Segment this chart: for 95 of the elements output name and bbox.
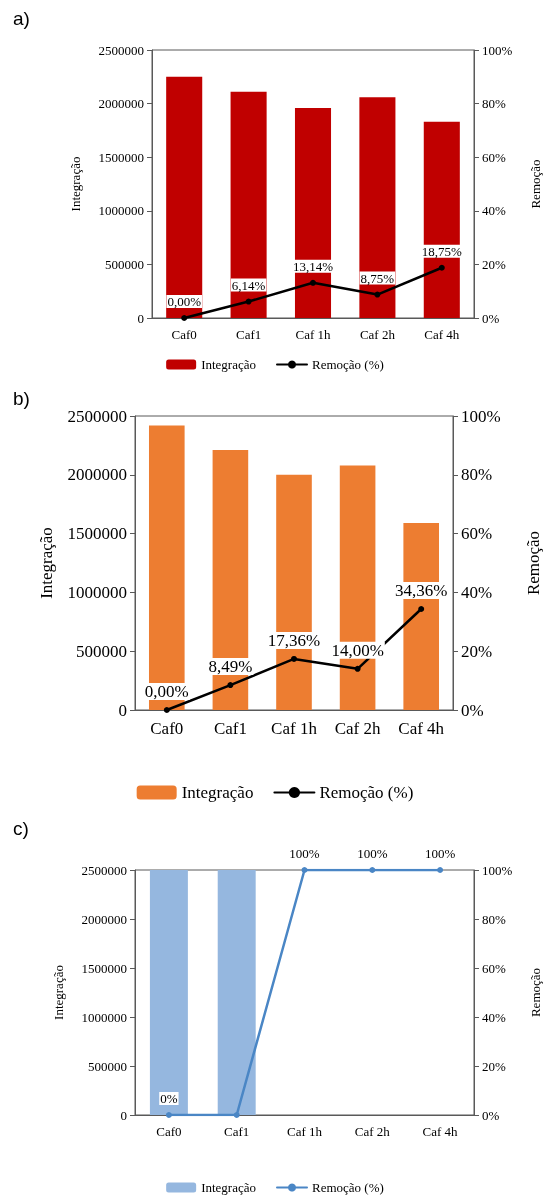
point xyxy=(181,315,188,321)
y2-tick-label: 60% xyxy=(461,524,493,544)
y-tick-label: 1000000 xyxy=(81,1009,127,1025)
y-tick-label: 1500000 xyxy=(67,524,127,544)
x-tick-label: Caf 4h xyxy=(398,719,445,738)
y-tick-label: 0 xyxy=(137,310,144,326)
x-tick-label: Caf1 xyxy=(213,719,247,738)
y2-tick-label: 20% xyxy=(482,256,506,272)
y2-tick-label: 80% xyxy=(482,96,506,112)
y2-tick-label: 20% xyxy=(461,641,493,661)
bar xyxy=(423,121,460,318)
y-axis-title: Integração xyxy=(51,965,66,1020)
x-tick-label: Caf0 xyxy=(150,719,184,738)
y-tick-label: 1500000 xyxy=(98,149,144,165)
y2-tick-label: 60% xyxy=(482,149,506,165)
bar xyxy=(230,91,267,318)
point xyxy=(418,605,425,612)
y2-tick-label: 0% xyxy=(461,700,484,720)
legend-label: Integração xyxy=(181,783,254,802)
x-tick-label: Caf 4h xyxy=(424,327,460,342)
bar xyxy=(359,97,396,318)
data-label: 6,14% xyxy=(231,277,266,293)
y2-tick-label: 60% xyxy=(482,960,506,976)
y-tick-label: 0 xyxy=(120,1107,127,1123)
data-label: 14,00% xyxy=(331,640,384,660)
x-tick-label: Caf 1h xyxy=(295,327,331,342)
point xyxy=(438,264,445,271)
y-tick-label: 1000000 xyxy=(98,203,144,219)
data-label: 8,49% xyxy=(208,657,253,677)
data-label: 34,36% xyxy=(394,580,448,600)
point xyxy=(291,655,297,662)
bar xyxy=(294,107,332,318)
y-tick-label: 2500000 xyxy=(67,406,127,426)
y-axis-title: Integração xyxy=(68,156,83,212)
y2-tick-label: 100% xyxy=(482,862,513,878)
x-tick-label: Caf0 xyxy=(156,1124,182,1139)
bar xyxy=(166,76,203,318)
chart-title: c) xyxy=(13,818,29,839)
y-tick-label: 2000000 xyxy=(81,911,127,927)
y-tick-label: 2000000 xyxy=(98,96,144,112)
x-tick-label: Caf 4h xyxy=(422,1124,459,1139)
legend-label: Remoção (%) xyxy=(319,783,414,802)
y2-tick-label: 100% xyxy=(482,42,513,58)
y-axis-title: Integração xyxy=(37,527,56,599)
y2-axis-title: Remoção xyxy=(528,159,543,209)
data-label: 100% xyxy=(424,846,456,861)
legend-label: Remoção (%) xyxy=(312,1180,384,1195)
x-tick-label: Caf0 xyxy=(171,327,197,342)
x-tick-label: Caf 1h xyxy=(271,719,318,738)
chart-title: b) xyxy=(13,388,30,409)
y-tick-label: 500000 xyxy=(76,641,127,661)
y-tick-label: 0 xyxy=(118,700,127,720)
y-tick-label: 500000 xyxy=(88,1058,127,1074)
y2-tick-label: 0% xyxy=(482,310,500,326)
point xyxy=(310,279,316,286)
point xyxy=(227,682,234,689)
y-tick-label: 2500000 xyxy=(81,862,127,878)
data-label: 100% xyxy=(289,846,320,861)
data-label: 8,75% xyxy=(360,270,395,286)
y2-tick-label: 80% xyxy=(482,911,506,927)
y2-tick-label: 40% xyxy=(482,1009,506,1025)
point xyxy=(245,298,252,305)
y2-tick-label: 20% xyxy=(482,1058,506,1074)
y2-axis-title: Remoção xyxy=(524,530,543,596)
x-tick-label: Caf 1h xyxy=(286,1124,323,1139)
y2-tick-label: 40% xyxy=(461,582,493,602)
y2-axis-title: Remoção xyxy=(528,967,543,1018)
point xyxy=(374,291,381,298)
y-tick-label: 500000 xyxy=(105,256,144,272)
data-label: 13,14% xyxy=(292,258,334,274)
point xyxy=(354,665,361,672)
x-tick-label: Caf 2h xyxy=(334,719,381,738)
y-tick-label: 2500000 xyxy=(98,42,144,58)
y2-tick-label: 80% xyxy=(461,465,493,485)
y-tick-label: 1000000 xyxy=(67,582,127,602)
chart-title: a) xyxy=(13,8,30,29)
x-tick-label: Caf 2h xyxy=(359,327,396,342)
y2-tick-label: 40% xyxy=(482,203,506,219)
x-tick-label: Caf 2h xyxy=(354,1124,391,1139)
y2-tick-label: 0% xyxy=(482,1107,500,1123)
x-tick-label: Caf1 xyxy=(224,1124,250,1139)
data-label: 17,36% xyxy=(267,630,321,650)
data-label: 100% xyxy=(357,846,388,861)
legend-label: Integração xyxy=(201,357,257,372)
data-label: 0,00% xyxy=(144,682,189,701)
legend-label: Remoção (%) xyxy=(312,357,384,372)
y2-tick-label: 100% xyxy=(461,406,501,426)
legend-label: Integração xyxy=(201,1180,257,1195)
y-tick-label: 2000000 xyxy=(67,465,127,485)
x-tick-label: Caf1 xyxy=(235,327,262,342)
y-tick-label: 1500000 xyxy=(81,960,127,976)
data-label: 18,75% xyxy=(421,243,462,259)
data-label: 0,00% xyxy=(167,294,202,309)
point xyxy=(163,707,170,713)
data-label: 0% xyxy=(160,1091,178,1106)
